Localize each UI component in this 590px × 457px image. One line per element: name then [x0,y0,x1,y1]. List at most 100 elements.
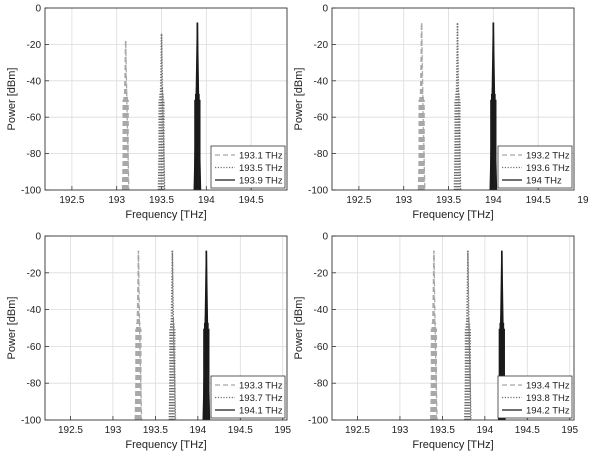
y-tick-label: -80 [314,149,329,160]
y-tick-label: -100 [308,186,328,197]
y-tick-label: -80 [27,149,42,160]
series-envelope [157,33,166,191]
y-tick-label: -20 [27,268,42,279]
legend-label: 193.3 THz [239,381,283,392]
x-axis-label: Frequency [THz] [125,209,206,221]
x-tick-label: 194.5 [228,425,253,436]
series-193.3-thz [134,250,143,421]
x-tick-label: 192.5 [58,425,83,436]
chart-panel-4: 0 -20 -40 -60 -80 -100 192.5 193 193.5 194 194.5 19… [293,232,579,452]
y-tick-label: -60 [314,113,329,124]
x-tick-label: 195 [274,425,291,436]
axes-frame [331,7,575,191]
series-193.5-thz [157,33,166,191]
x-tick-label: 194.5 [515,425,540,436]
y-tick-label: -20 [314,40,329,51]
x-tick-label: 193 [392,425,409,436]
legend-label: 193.1 THz [239,151,283,162]
y-tick-label: 0 [322,232,328,243]
legend-label: 194.1 THz [239,406,283,417]
series-194-thz [489,22,498,191]
x-tick-label: 193 [108,195,125,206]
legend-label: 193.6 THz [526,163,570,174]
y-axis-label: Power [dBm] [293,68,305,131]
series-193.8-thz [464,250,472,421]
x-tick-label: 193.5 [143,425,168,436]
y-axis-label: Power [dBm] [293,297,305,360]
legend-box [210,375,286,419]
legend-label: 193.5 THz [239,163,283,174]
series-envelope [464,250,472,421]
series-envelope [489,22,498,191]
x-axis-label: Frequency [THz] [125,439,206,451]
x-tick-label: 193.5 [436,195,461,206]
legend-label: 193.4 THz [526,381,570,392]
series-envelope [430,250,438,421]
y-tick-label: -60 [27,342,42,353]
series-envelope [417,22,426,191]
axes-frame [44,235,288,421]
y-tick-label: -40 [314,76,329,87]
legend-label: 193.8 THz [526,393,570,404]
y-tick-label: -40 [314,305,329,316]
legend-label: 193.2 THz [526,151,570,162]
series-193.1-thz [121,40,130,191]
x-tick-label: 194 [485,195,502,206]
y-axis-label: Power [dBm] [6,297,18,360]
y-tick-label: 0 [35,4,41,15]
series-193.6-thz [453,22,462,191]
series-envelope [121,40,130,191]
series-194.1-thz [202,250,211,421]
series-envelope [168,250,177,421]
x-tick-label: 195 [561,425,578,436]
x-tick-label: 194 [476,425,493,436]
x-tick-label: 19 [577,195,589,206]
x-tick-label: 192.5 [345,425,370,436]
y-tick-label: -60 [27,113,42,124]
x-tick-label: 193 [395,195,412,206]
legend-label: 194 THz [526,176,562,187]
x-tick-label: 194.5 [239,195,264,206]
y-tick-label: -100 [21,186,41,197]
y-tick-label: -60 [314,342,329,353]
axes-frame [331,235,575,421]
legend-label: 194.2 THz [526,406,570,417]
legend-label: 193.9 THz [239,176,283,187]
y-tick-label: 0 [322,4,328,15]
y-tick-label: -20 [27,40,42,51]
x-tick-label: 193.5 [430,425,455,436]
x-tick-label: 194 [189,425,206,436]
legend-box [497,375,573,419]
y-tick-label: -100 [308,416,328,427]
series-envelope [193,22,202,191]
x-axis-label: Frequency [THz] [412,439,493,451]
y-tick-label: -80 [27,379,42,390]
chart-panel-2: 0 -20 -40 -60 -80 -100 192.5 193 193.5 194 194.5 19… [293,4,589,222]
series-envelope [134,250,143,421]
x-tick-label: 194 [198,195,215,206]
chart-panel-1: 0 -20 -40 -60 -80 -100 192.5 193 193.5 194 194.5 Fr… [6,4,288,221]
series-envelope [453,22,462,191]
series-193.7-thz [168,250,177,421]
x-tick-label: 193.5 [149,195,174,206]
y-tick-label: -80 [314,379,329,390]
y-tick-label: -100 [21,416,41,427]
y-tick-label: -40 [27,76,42,87]
y-tick-label: 0 [35,232,41,243]
axes-frame [44,7,288,191]
series-193.4-thz [430,250,438,421]
legend-box [497,145,573,189]
x-tick-label: 192.5 [59,195,84,206]
x-tick-label: 192.5 [346,195,371,206]
y-tick-label: -40 [27,305,42,316]
x-tick-label: 193 [105,425,122,436]
series-193.9-thz [193,22,202,191]
series-envelope [497,250,506,421]
series-193.2-thz [417,22,426,191]
series-envelope [202,250,211,421]
